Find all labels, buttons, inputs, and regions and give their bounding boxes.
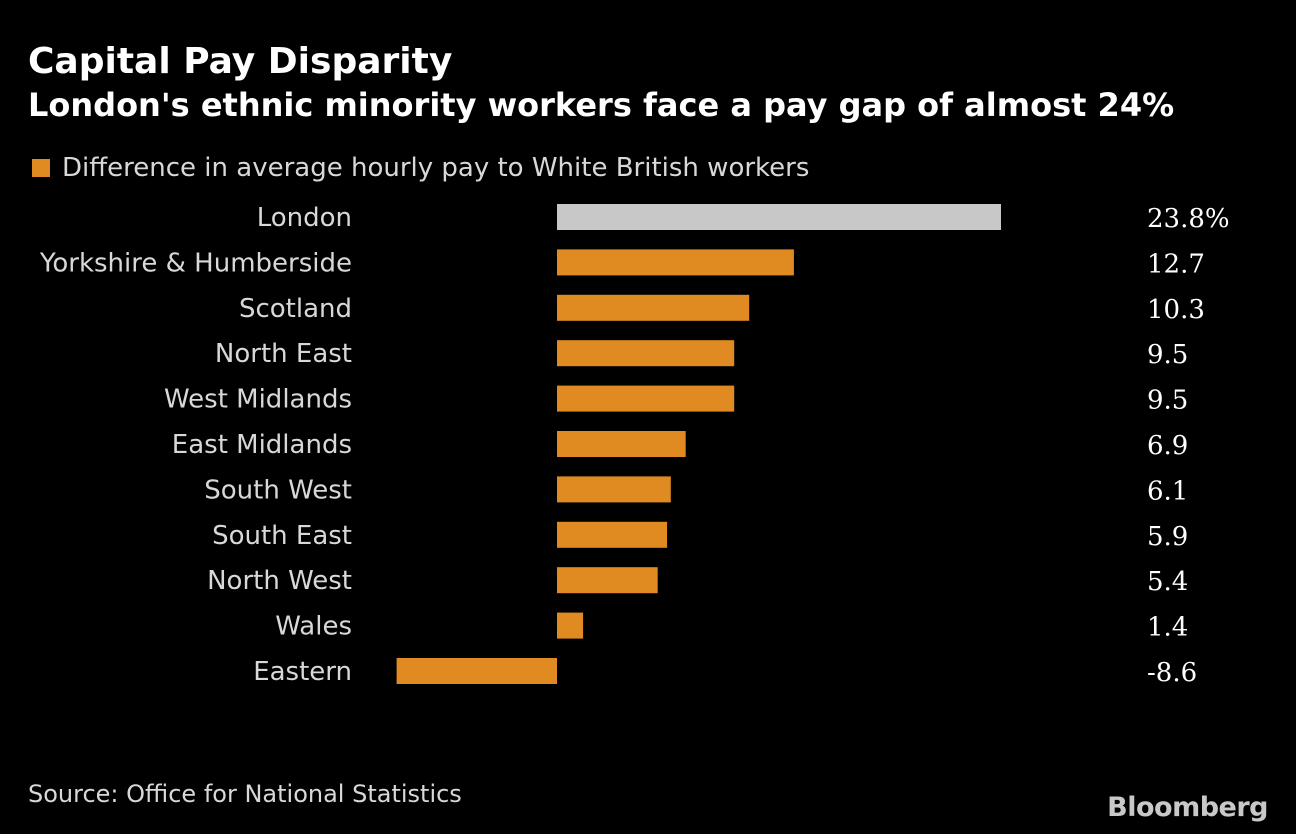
value-label-london: 23.8% bbox=[1147, 204, 1230, 234]
category-label-london: London bbox=[257, 203, 352, 233]
bar-south-east bbox=[557, 521, 668, 548]
value-label-south-west: 6.1 bbox=[1147, 476, 1188, 506]
category-label-south-west: South West bbox=[204, 475, 352, 505]
bar-london bbox=[557, 204, 1001, 230]
value-label-south-east: 5.9 bbox=[1147, 522, 1188, 552]
category-label-south-east: South East bbox=[212, 521, 352, 551]
bar-north-east bbox=[557, 340, 735, 367]
chart-subtitle: London's ethnic minority workers face a … bbox=[28, 86, 1175, 124]
bar-west-midlands bbox=[557, 385, 735, 412]
chart-title: Capital Pay Disparity bbox=[28, 41, 453, 82]
value-label-north-east: 9.5 bbox=[1147, 340, 1188, 370]
bar-yorkshire-and-humberside bbox=[557, 249, 794, 276]
category-label-north-east: North East bbox=[215, 339, 352, 369]
bar-eastern bbox=[396, 658, 557, 684]
value-label-west-midlands: 9.5 bbox=[1147, 386, 1188, 416]
bar-north-west bbox=[557, 567, 658, 594]
bar-wales bbox=[557, 612, 584, 639]
value-label-wales: 1.4 bbox=[1147, 613, 1188, 643]
category-label-wales: Wales bbox=[275, 612, 352, 642]
value-label-eastern: -8.6 bbox=[1147, 658, 1197, 688]
value-label-scotland: 10.3 bbox=[1147, 295, 1205, 325]
category-label-scotland: Scotland bbox=[239, 294, 352, 324]
legend-swatch bbox=[32, 159, 50, 177]
bar-east-midlands bbox=[557, 431, 686, 457]
bloomberg-logo: Bloomberg bbox=[1107, 792, 1268, 823]
value-label-yorkshire-and-humberside: 12.7 bbox=[1147, 249, 1205, 279]
source-note: Source: Office for National Statistics bbox=[28, 780, 462, 808]
category-label-north-west: North West bbox=[207, 566, 352, 596]
legend: Difference in average hourly pay to Whit… bbox=[32, 152, 809, 184]
category-label-west-midlands: West Midlands bbox=[164, 385, 352, 415]
category-label-eastern: Eastern bbox=[253, 657, 352, 687]
category-label-east-midlands: East Midlands bbox=[172, 430, 352, 460]
bar-scotland bbox=[557, 294, 750, 321]
value-label-north-west: 5.4 bbox=[1147, 567, 1188, 597]
value-label-east-midlands: 6.9 bbox=[1147, 431, 1188, 461]
category-label-yorkshire-and-humberside: Yorkshire & Humberside bbox=[39, 248, 352, 278]
legend-label: Difference in average hourly pay to Whit… bbox=[62, 153, 810, 183]
bar-south-west bbox=[557, 476, 671, 503]
